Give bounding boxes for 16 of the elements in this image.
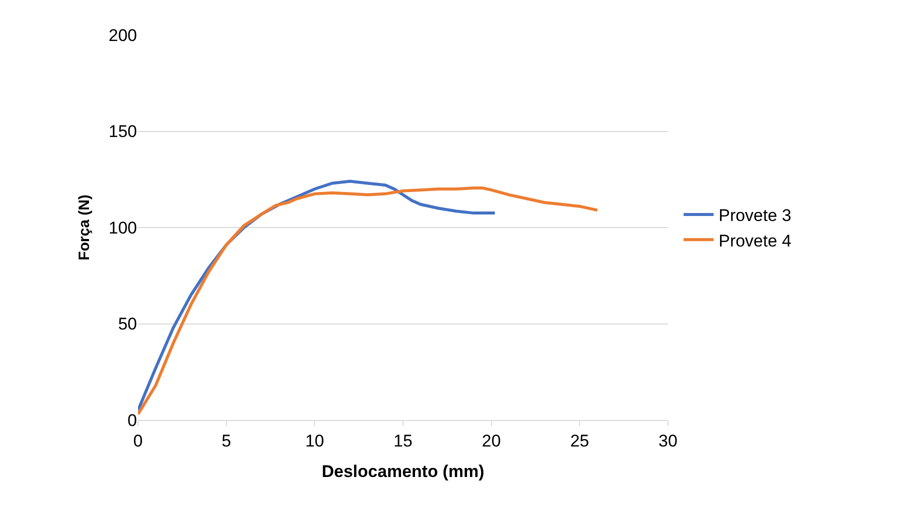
x-axis-title: Deslocamento (mm) <box>322 462 484 481</box>
y-tick-label: 200 <box>108 26 137 45</box>
legend-label: Provete 3 <box>718 206 792 226</box>
x-tick-label: 20 <box>482 431 501 450</box>
x-tick-label: 15 <box>394 431 412 450</box>
x-tick-label: 10 <box>305 431 324 450</box>
legend-label: Provete 4 <box>718 231 792 250</box>
y-axis-title: Força (N) <box>76 194 93 260</box>
y-tick-label: 0 <box>128 410 137 430</box>
y-tick-label: 150 <box>108 122 137 142</box>
x-tick-label: 30 <box>658 431 678 450</box>
x-tick-label: 25 <box>570 431 590 450</box>
x-tick-label: 5 <box>222 431 232 450</box>
y-tick-label: 100 <box>108 218 137 238</box>
y-tick-label: 50 <box>118 314 137 334</box>
line-series <box>138 186 599 416</box>
